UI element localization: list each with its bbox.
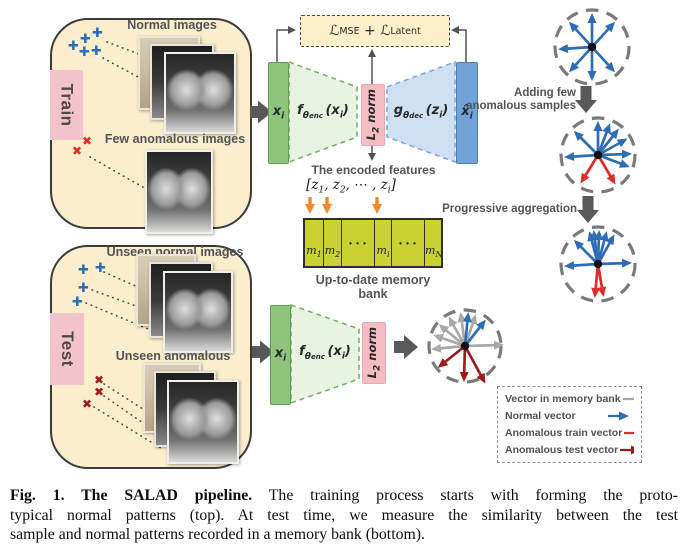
- anomalous-sample-marker: ✖: [82, 134, 93, 148]
- normal-sample-marker: ✚: [78, 263, 89, 278]
- prototype-circle-initial: [553, 8, 631, 86]
- memory-cell-ellipsis: • • •: [342, 220, 375, 266]
- normal-vector-arrow-icon: [608, 411, 629, 421]
- memory-bank-caption: Up-to-date memory bank: [315, 273, 431, 301]
- encoded-features-title: The encoded features: [311, 163, 436, 177]
- legend-item: Anomalous train vector: [505, 427, 634, 439]
- normal-sample-marker: ✚: [92, 26, 103, 41]
- caption-line: Fig. 1. The SALAD pipeline. The training…: [10, 487, 678, 504]
- encoded-features-vector: [z1, z2, ⋯ , zi]: [306, 177, 396, 196]
- memory-cell-ellipsis: • • •: [392, 220, 425, 266]
- test-similarity-circle: [427, 308, 504, 384]
- train-label: Train: [50, 70, 83, 140]
- aggregation-arrow: [577, 196, 599, 223]
- normal-sample-marker: ✚: [72, 295, 83, 310]
- adding-samples-arrow: [575, 86, 597, 113]
- encoder-label-train: fθenc (xi): [297, 103, 349, 121]
- l2-to-circle-arrow: [394, 335, 418, 359]
- few-anomalous-title: Few anomalous images: [104, 132, 246, 146]
- anomalous-sample-marker: ✖: [72, 144, 83, 158]
- prototype-circle-with-anomalous: [559, 116, 637, 194]
- aggregation-label: Progressive aggregation: [442, 203, 577, 215]
- input-bar-test: xi: [270, 305, 291, 405]
- decoder-label: gθdec (zi): [393, 103, 449, 121]
- loss-box: ℒ MSE + ℒ Latent: [300, 15, 450, 47]
- anomalous-train-vector-arrow-icon: [624, 432, 634, 435]
- adding-samples-label: Adding few anomalous samples: [466, 87, 576, 112]
- legend: Vector in memory bank Normal vector Anom…: [497, 386, 642, 463]
- memory-cell: mN: [425, 243, 443, 259]
- legend-item: Anomalous test vector: [505, 444, 634, 456]
- normal-sample-marker: ✚: [91, 44, 102, 59]
- memory-cell: mi: [375, 220, 392, 266]
- memory-cell: m2: [324, 220, 342, 266]
- normal-sample-marker: ✚: [68, 39, 79, 54]
- xray-image: [145, 150, 213, 234]
- prototype-circle-aggregated: [559, 225, 637, 303]
- encoder-label-test: fθenc (xi): [299, 344, 351, 362]
- legend-item: Vector in memory bank: [505, 393, 634, 405]
- output-bar: x̂i: [456, 62, 478, 164]
- feature-insert-arrows: [305, 197, 382, 214]
- normal-sample-marker: ✚: [80, 32, 91, 47]
- l2-norm-bar-test: L2 norm: [362, 322, 386, 384]
- normal-sample-marker: ✚: [79, 45, 90, 60]
- caption-line: typical normal patterns (top). At test t…: [10, 506, 678, 524]
- xray-image: [163, 271, 233, 353]
- test-label: Test: [50, 313, 84, 385]
- memory-cell: m1: [305, 220, 324, 266]
- legend-item: Normal vector: [505, 410, 634, 422]
- normal-sample-marker: ✚: [95, 261, 106, 276]
- xray-image: [164, 52, 236, 134]
- caption-line: sample and normal patterns recorded in a…: [10, 526, 425, 544]
- anomalous-sample-marker: ✖: [94, 385, 105, 399]
- normal-sample-marker: ✚: [78, 281, 89, 296]
- anomalous-test-vector-arrow-icon: [620, 445, 634, 455]
- anomalous-sample-marker: ✖: [94, 373, 105, 387]
- l2-norm-bar-train: L2 norm: [361, 84, 385, 146]
- memory-bank: m1 m2 • • • mi • • • mN: [303, 218, 443, 268]
- anomalous-sample-marker: ✖: [82, 397, 93, 411]
- figure-caption: Fig. 1. The SALAD pipeline. The training…: [10, 486, 678, 545]
- xray-image: [167, 380, 239, 464]
- memory-vector-arrow-icon: [622, 394, 634, 404]
- normal-images-title: Normal images: [127, 18, 217, 32]
- input-bar-train: xi: [268, 62, 289, 164]
